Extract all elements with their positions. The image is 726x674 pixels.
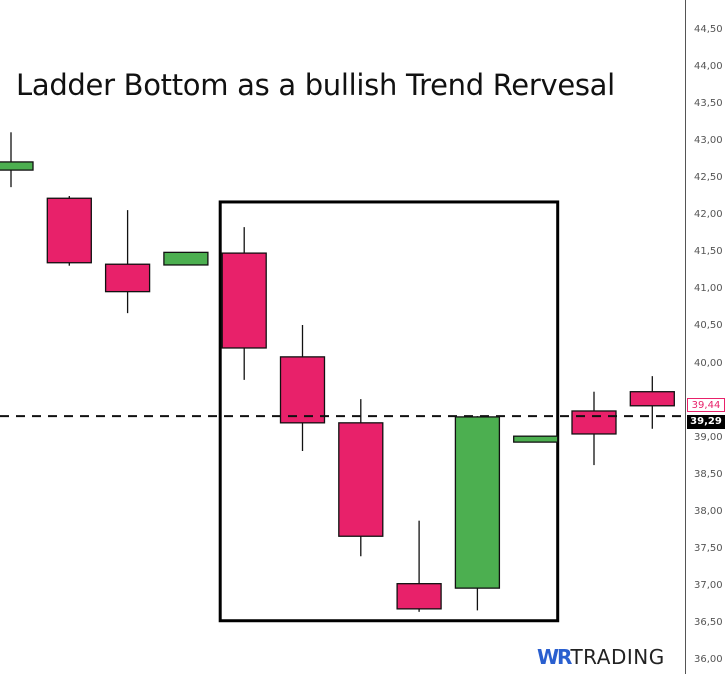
last-price-tag: 39,44 bbox=[687, 398, 725, 412]
bearish-candle bbox=[46, 197, 92, 264]
y-tick-label: 38,50 bbox=[694, 468, 723, 480]
y-tick-label: 42,00 bbox=[694, 209, 723, 221]
y-tick-label: 38,00 bbox=[694, 505, 723, 517]
bullish-candle bbox=[454, 416, 501, 589]
bearish-candle bbox=[629, 391, 675, 407]
bearish-candle bbox=[279, 356, 326, 424]
y-tick-label: 37,00 bbox=[694, 579, 723, 591]
bearish-candle bbox=[338, 422, 384, 537]
y-tick-label: 41,50 bbox=[694, 246, 723, 258]
current-price-tag: 39,29 bbox=[687, 415, 725, 429]
bearish-candle bbox=[396, 583, 442, 610]
pattern-box bbox=[218, 200, 560, 623]
y-tick-label: 37,50 bbox=[694, 542, 723, 554]
y-tick-label: 43,50 bbox=[694, 98, 723, 110]
y-tick-label: 41,00 bbox=[694, 283, 723, 295]
logo-wr: WR bbox=[537, 645, 572, 669]
y-tick-label: 40,50 bbox=[694, 320, 723, 332]
bullish-candle bbox=[513, 435, 559, 443]
y-tick-label: 42,50 bbox=[694, 172, 723, 184]
bearish-candle bbox=[221, 252, 267, 349]
logo-trading: TRADING bbox=[570, 645, 665, 669]
bearish-candle bbox=[571, 410, 617, 435]
wr-trading-logo: WRTRADING bbox=[537, 645, 665, 669]
bullish-candle bbox=[0, 161, 34, 171]
bullish-candle bbox=[163, 251, 209, 266]
y-tick-label: 44,50 bbox=[694, 24, 723, 35]
y-tick-label: 36,50 bbox=[694, 616, 723, 628]
y-tick-label: 40,00 bbox=[694, 357, 723, 369]
y-tick-label: 36,00 bbox=[694, 654, 723, 666]
bearish-candle bbox=[104, 263, 151, 293]
y-axis-line bbox=[685, 0, 686, 674]
y-tick-label: 43,00 bbox=[694, 135, 723, 147]
y-tick-label: 44,00 bbox=[694, 61, 723, 73]
y-tick-label: 39,00 bbox=[694, 431, 723, 443]
chart-title: Ladder Bottom as a bullish Trend Rervesa… bbox=[16, 68, 615, 102]
